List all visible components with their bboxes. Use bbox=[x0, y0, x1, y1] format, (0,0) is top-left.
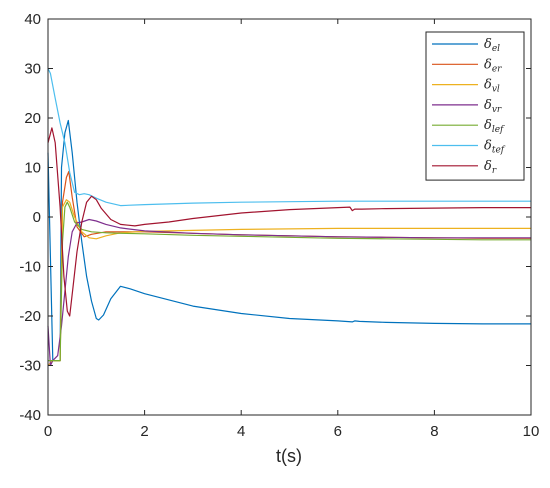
x-tick-label: 6 bbox=[334, 423, 342, 440]
legend-label-el: δel bbox=[484, 37, 500, 54]
series-line-el bbox=[47, 119, 531, 362]
series-lines bbox=[47, 68, 531, 367]
y-tick-label: 0 bbox=[33, 209, 41, 226]
series-line-r bbox=[47, 127, 531, 317]
legend: δel δer δvl δvr δlef δtef δr bbox=[425, 31, 525, 181]
x-axis-label: t(s) bbox=[276, 446, 302, 466]
y-tick-label: 10 bbox=[24, 160, 41, 177]
legend-label-vr: δvr bbox=[484, 98, 502, 115]
series-line-vl bbox=[47, 199, 531, 366]
axes: 0 2 4 6 8 10 40 30 20 10 0 -10 -20 -30 -40 bbox=[19, 11, 539, 440]
legend-label-lef: δlef bbox=[484, 118, 505, 135]
y-tick-label: 20 bbox=[24, 110, 41, 127]
series-line-lef bbox=[48, 201, 531, 362]
y-tick-label: 40 bbox=[24, 11, 41, 28]
y-tick-label: -40 bbox=[19, 407, 41, 424]
y-tick-label: 30 bbox=[24, 61, 41, 78]
x-tick-label: 2 bbox=[140, 423, 148, 440]
series-line-tef bbox=[47, 68, 531, 207]
legend-box bbox=[425, 31, 525, 181]
legend-label-vl: δvl bbox=[484, 78, 500, 95]
legend-label-er: δer bbox=[484, 57, 502, 74]
x-tick-label: 0 bbox=[44, 423, 52, 440]
legend-label-r: δr bbox=[484, 159, 497, 176]
x-tick-label: 4 bbox=[237, 423, 245, 440]
x-tick-label: 10 bbox=[523, 423, 540, 440]
y-tick-label: -20 bbox=[19, 308, 41, 325]
y-tick-label: -10 bbox=[19, 259, 41, 276]
legend-label-tef: δtef bbox=[484, 139, 506, 156]
y-tick-label: -30 bbox=[19, 358, 41, 375]
x-tick-label: 8 bbox=[430, 423, 438, 440]
